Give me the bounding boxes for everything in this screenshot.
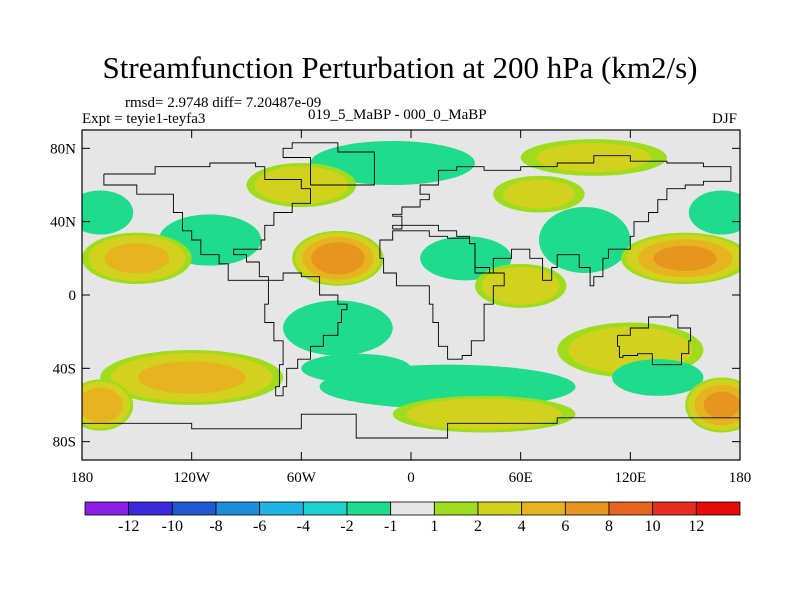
- coastline-4: [617, 314, 692, 366]
- x-tick-label: 60E: [509, 470, 533, 486]
- contour-blob-18: [474, 263, 567, 308]
- stats-label: rmsd= 2.9748 diff= 7.20487e-09: [125, 95, 322, 111]
- colorbar-swatch: [128, 501, 173, 516]
- contour-blob-0: [82, 190, 134, 235]
- x-tick-label: 180: [729, 470, 752, 486]
- colorbar-swatch: [433, 501, 479, 516]
- contour-blob-10: [493, 175, 585, 213]
- colorbar-swatch: [171, 501, 217, 516]
- colorbar-swatch: [302, 501, 348, 516]
- y-tick-label: 0: [69, 288, 77, 304]
- colorbar-swatch: [390, 501, 435, 516]
- colorbar-swatch: [521, 501, 566, 516]
- contour-band: [301, 353, 411, 384]
- contour-band: [420, 236, 512, 281]
- colorbar-label: -1: [384, 518, 397, 535]
- coastline-1: [264, 272, 348, 397]
- contour-band: [653, 245, 717, 271]
- x-tick-label: 120W: [173, 470, 211, 486]
- contour-blob-13: [100, 350, 284, 405]
- x-tick-label: 120E: [614, 470, 646, 486]
- colorbar-label: -12: [118, 518, 139, 535]
- colorbar-label: 1: [430, 518, 438, 535]
- contour-band: [703, 391, 740, 419]
- colorbar-swatch: [564, 501, 610, 516]
- colorbar-swatch: [215, 501, 261, 516]
- y-tick-label: 40S: [53, 361, 76, 377]
- colorbar-label: -10: [162, 518, 183, 535]
- contour-blob-12: [612, 359, 704, 396]
- colorbar-label: 6: [561, 518, 569, 535]
- colorbar-label: -8: [209, 518, 222, 535]
- coastline-3: [379, 230, 505, 360]
- contour-blob-7: [538, 207, 631, 273]
- colorbar-swatch: [84, 501, 130, 516]
- coastline-6: [82, 413, 740, 439]
- contour-blob-8: [621, 232, 740, 284]
- center-subtitle: 019_5_MaBP - 000_0_MaBP: [308, 107, 487, 123]
- contour-band: [688, 190, 740, 235]
- colorbar-label: -6: [253, 518, 266, 535]
- contour-band: [481, 267, 560, 305]
- chart-title: Streamfunction Perturbation at 200 hPa (…: [102, 50, 698, 85]
- x-tick-label: 60W: [287, 470, 317, 486]
- contour-blob-14: [82, 379, 134, 431]
- season-label: DJF: [712, 111, 738, 127]
- colorbar-swatch: [652, 501, 697, 516]
- colorbar-swatch: [695, 501, 741, 516]
- colorbar-swatch: [259, 501, 304, 516]
- contour-band: [612, 359, 704, 396]
- contour-band: [406, 398, 562, 430]
- colorbar-label: -2: [340, 518, 353, 535]
- contour-band: [137, 361, 246, 394]
- contour-blob-6: [420, 236, 512, 281]
- contour-blob-15: [685, 377, 740, 433]
- coastline-2: [392, 155, 732, 287]
- contour-blob-1: [688, 190, 740, 235]
- contour-band: [104, 243, 170, 274]
- colorbar-swatch: [346, 501, 392, 516]
- colorbar-label: 8: [605, 518, 613, 535]
- contour-band: [82, 190, 134, 235]
- colorbar-label: -4: [297, 518, 310, 535]
- coastline-0: [103, 162, 311, 281]
- contour-blob-19: [301, 353, 411, 384]
- colorbar-label: 10: [645, 518, 661, 535]
- contour-blob-21: [392, 395, 576, 433]
- contour-band: [538, 207, 631, 273]
- colorbar-swatch: [477, 501, 523, 516]
- x-tick-label: 0: [407, 470, 415, 486]
- expt-label: Expt = teyie1-teyfa3: [82, 111, 206, 127]
- colorbar-label: 2: [474, 518, 482, 535]
- contour-band: [82, 387, 123, 423]
- contour-blob-3: [292, 230, 384, 286]
- colorbar-swatch: [608, 501, 654, 516]
- contour-band: [503, 179, 575, 209]
- y-tick-label: 80S: [53, 435, 76, 451]
- colorbar-label: 4: [518, 518, 526, 535]
- y-tick-label: 80N: [50, 141, 76, 157]
- y-tick-label: 40N: [50, 215, 76, 231]
- colorbar-label: 12: [688, 518, 704, 535]
- contour-band: [311, 242, 365, 275]
- x-tick-label: 180: [71, 470, 94, 486]
- coastline-5: [282, 142, 375, 186]
- contour-blob-9: [82, 232, 192, 284]
